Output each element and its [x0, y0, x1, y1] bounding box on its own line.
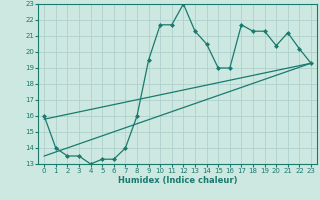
X-axis label: Humidex (Indice chaleur): Humidex (Indice chaleur) — [118, 176, 237, 185]
